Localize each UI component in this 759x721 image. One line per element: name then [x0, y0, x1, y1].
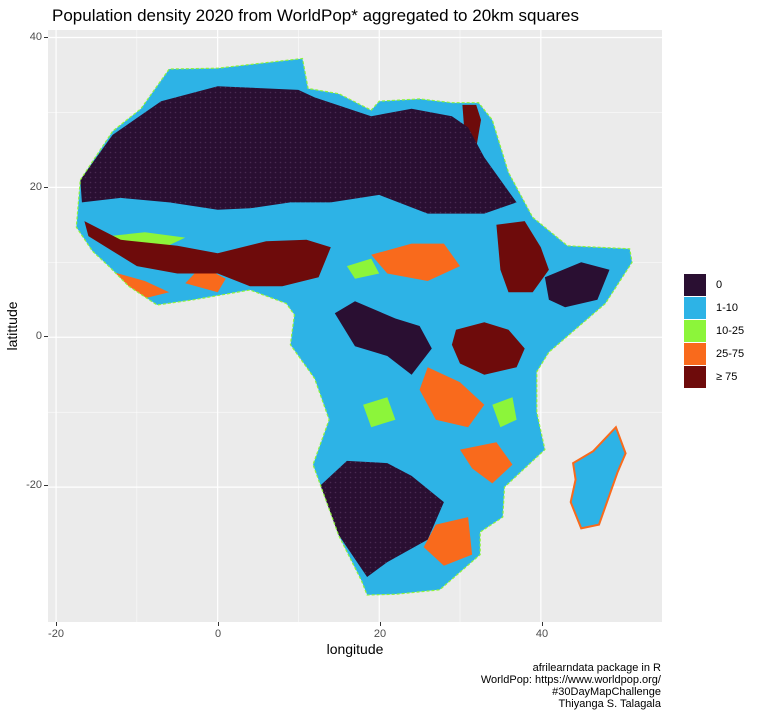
- x-tick-mark: [218, 622, 219, 626]
- density-75-plus-ethiopia: [496, 221, 549, 293]
- y-tick-label: -20: [26, 479, 42, 491]
- plot-panel: [48, 30, 662, 622]
- x-tick-label: 40: [535, 628, 549, 640]
- density-10-25-patch: [346, 258, 380, 279]
- density-25-75-patch: [371, 243, 460, 281]
- legend-label-75-plus: ≥ 75: [716, 371, 738, 383]
- density-zero-sahara: [80, 86, 517, 214]
- caption-line: afrilearndata package in R: [532, 662, 661, 674]
- x-tick-mark: [56, 622, 57, 626]
- density-zero-kalahari: [318, 460, 444, 577]
- density-25-75-patch: [423, 517, 473, 566]
- x-tick-mark: [380, 622, 381, 626]
- legend-label-10-25: 10-25: [716, 325, 745, 337]
- africa-outline: [75, 57, 633, 596]
- density-75-plus-great-lakes: [451, 322, 525, 375]
- density-75-plus-sahel: [84, 221, 331, 287]
- y-axis-label: latittude: [4, 301, 20, 351]
- caption-line: Thiyanga S. Talagala: [558, 698, 661, 710]
- caption: afrilearndata package in R WorldPop: htt…: [481, 662, 661, 710]
- density-25-75-patch: [460, 442, 513, 484]
- caption-line: #30DayMapChallenge: [552, 686, 661, 698]
- legend-key-0: [684, 274, 706, 296]
- density-10-25-patch: [363, 397, 396, 428]
- x-tick-label: 20: [373, 628, 387, 640]
- y-tick-mark: [44, 37, 48, 38]
- legend-label-25-75: 25-75: [716, 348, 745, 360]
- density-25-75-patch: [104, 269, 170, 299]
- y-tick-mark: [44, 485, 48, 486]
- legend-key-10-25: [684, 320, 706, 342]
- x-axis-label: longitude: [326, 641, 384, 657]
- legend-key-25-75: [684, 343, 706, 365]
- y-tick-mark: [44, 336, 48, 337]
- y-tick-label: 40: [29, 31, 42, 43]
- y-tick-mark: [44, 187, 48, 188]
- y-tick-label: 0: [35, 330, 42, 342]
- density-zero-horn: [544, 262, 610, 308]
- density-10-25-patch: [492, 397, 517, 428]
- map-title: Population density 2020 from WorldPop* a…: [52, 6, 580, 25]
- map-canvas: [48, 30, 662, 622]
- x-tick-label: -20: [48, 628, 64, 640]
- legend-label-1-10: 1-10: [716, 302, 739, 314]
- legend-key-1-10: [684, 297, 706, 319]
- legend-key-75-plus: [684, 366, 706, 388]
- caption-line: WorldPop: https://www.worldpop.org/: [480, 674, 661, 686]
- density-25-75-patch: [419, 367, 485, 428]
- africa-landmass: [76, 58, 633, 595]
- density-zero-congo: [334, 301, 432, 375]
- legend-label-0: 0: [716, 279, 723, 291]
- x-tick-label: 0: [214, 628, 222, 640]
- y-tick-label: 20: [29, 181, 42, 193]
- madagascar-landmass: [569, 425, 627, 530]
- x-tick-mark: [542, 622, 543, 626]
